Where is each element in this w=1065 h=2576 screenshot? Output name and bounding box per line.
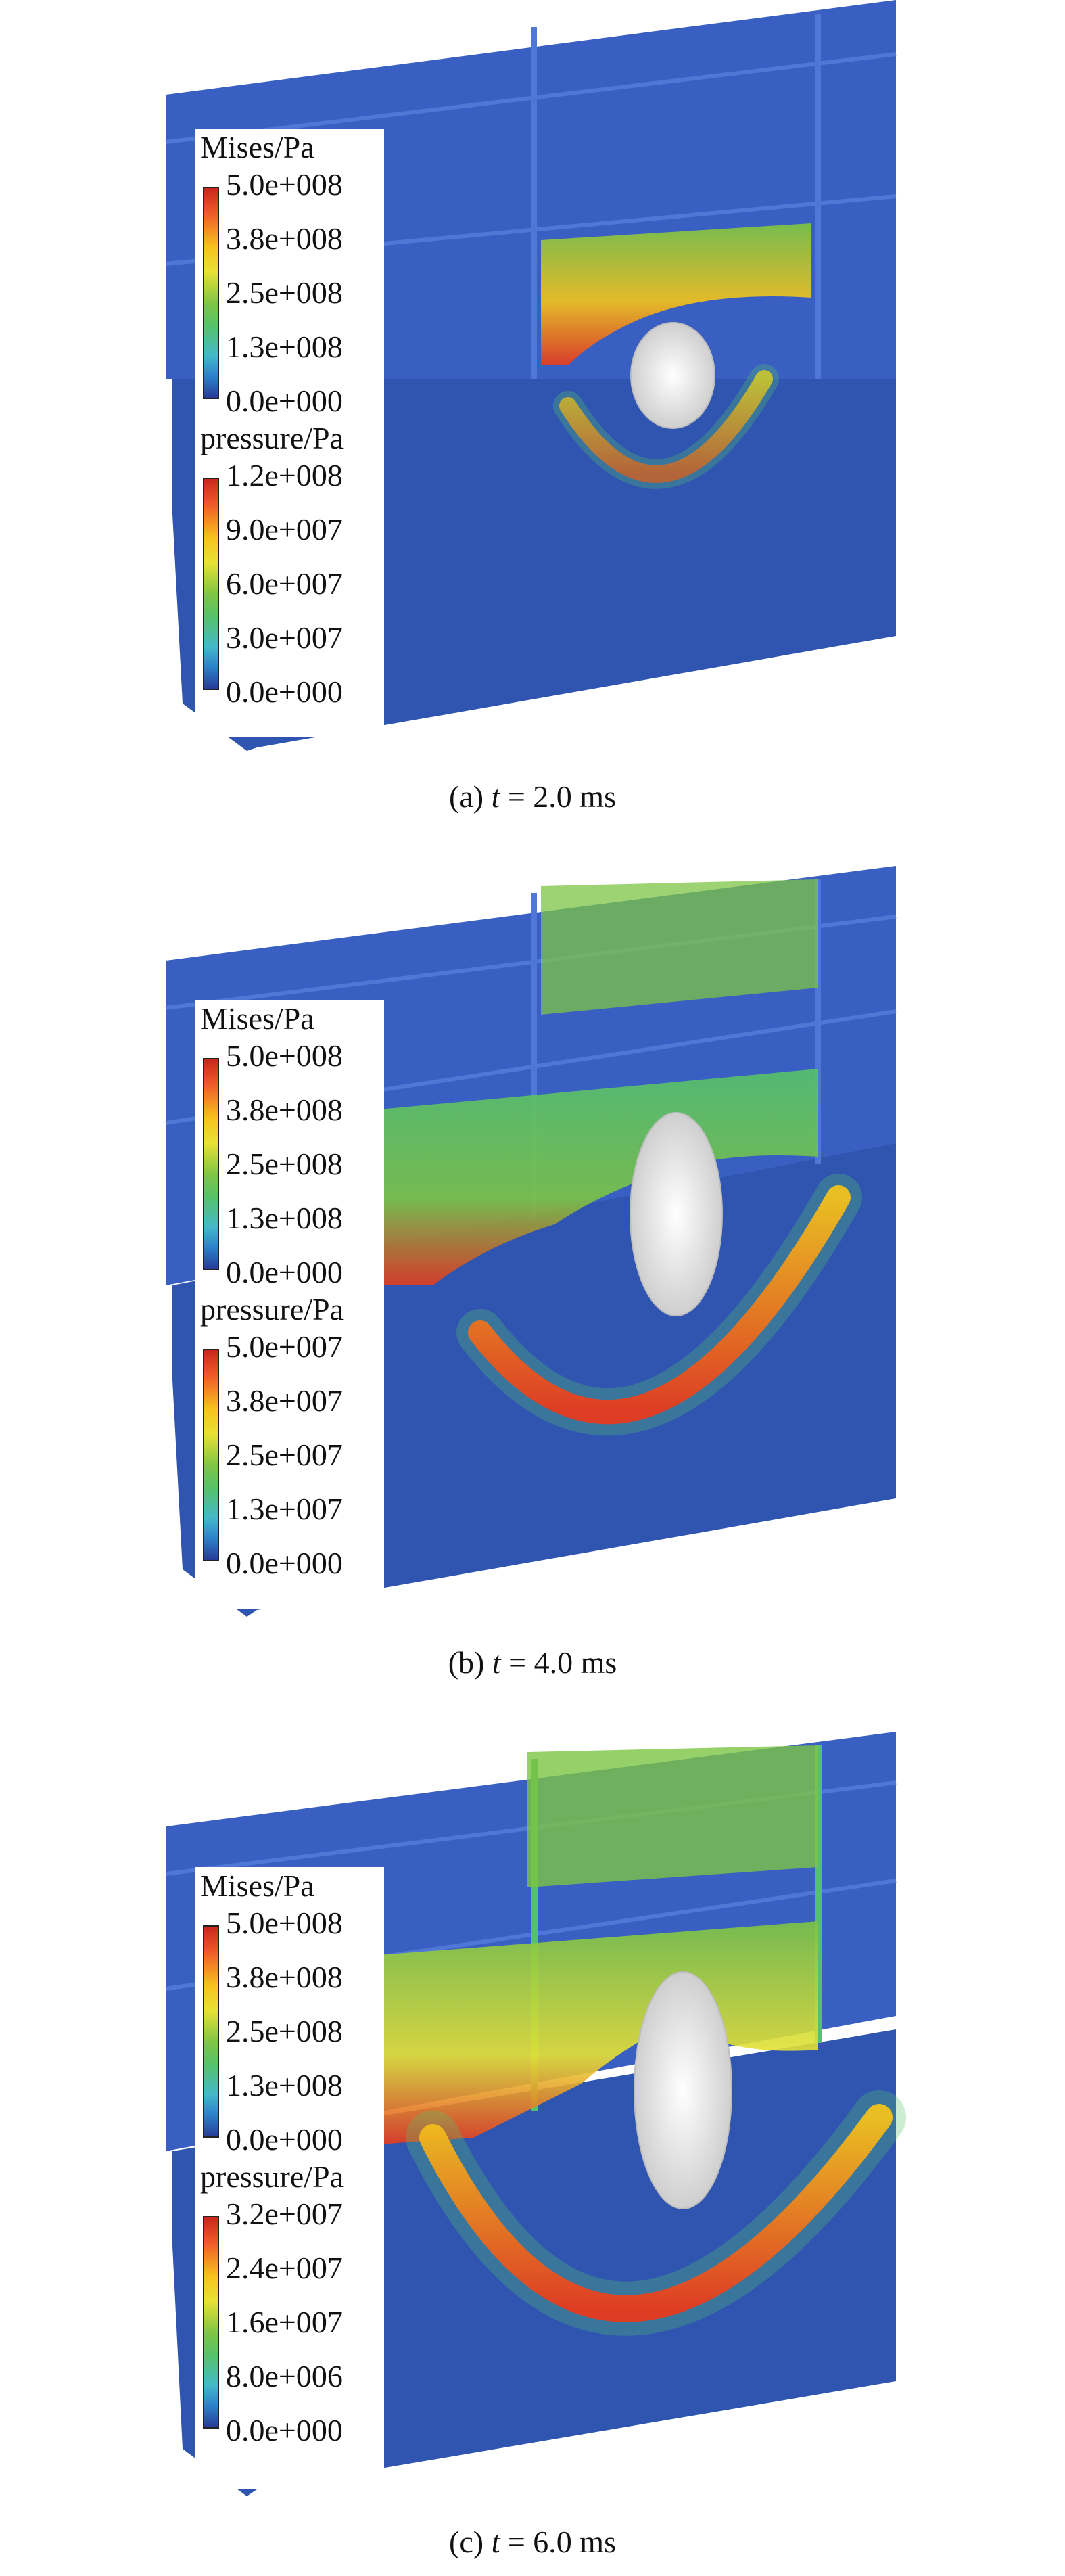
pressure-tick: 1.2e+008	[226, 458, 343, 492]
mises-tick: 2.5e+008	[226, 275, 343, 310]
mises-tick: 3.8e+008	[226, 1092, 343, 1127]
mises-legend-title: Mises/Pa	[200, 1001, 314, 1036]
pressure-tick: 6.0e+007	[226, 566, 343, 601]
mises-colorbar	[203, 187, 219, 399]
mises-tick: 2.5e+008	[226, 1147, 343, 1181]
mises-legend: Mises/Pa 5.0e+008 3.8e+008 2.5e+008 1.3e…	[195, 1000, 384, 1291]
pressure-legend-title: pressure/Pa	[200, 2159, 344, 2194]
pressure-tick: 2.5e+007	[226, 1438, 343, 1472]
caption-time-variable: t	[492, 1645, 501, 1680]
panel-c: Mises/Pa 5.0e+008 3.8e+008 2.5e+008 1.3e…	[0, 1732, 1065, 2576]
pressure-tick: 8.0e+006	[226, 2359, 343, 2393]
simulation-image-b	[165, 866, 897, 1617]
mises-tick: 5.0e+008	[226, 167, 343, 202]
caption-time-value: = 2.0 ms	[500, 779, 616, 814]
mises-tick: 3.8e+008	[226, 1960, 343, 1994]
legend-b: Mises/Pa 5.0e+008 3.8e+008 2.5e+008 1.3e…	[195, 1000, 384, 1609]
mises-legend: Mises/Pa 5.0e+008 3.8e+008 2.5e+008 1.3e…	[195, 129, 384, 419]
mises-tick: 0.0e+000	[226, 2122, 343, 2157]
mises-tick: 1.3e+008	[226, 1201, 343, 1235]
pressure-colorbar	[203, 2216, 219, 2429]
pressure-legend: pressure/Pa 3.2e+007 2.4e+007 1.6e+007 8…	[195, 2158, 384, 2489]
caption-time-value: = 4.0 ms	[500, 1645, 617, 1680]
mises-colorbar	[203, 1925, 219, 2138]
pressure-tick: 9.0e+007	[226, 512, 343, 547]
pressure-tick: 3.2e+007	[226, 2196, 343, 2231]
pressure-legend-title: pressure/Pa	[200, 1292, 344, 1327]
simulation-image-a	[165, 0, 897, 751]
legend-a: Mises/Pa 5.0e+008 3.8e+008 2.5e+008 1.3e…	[195, 129, 384, 737]
caption-label: (b)	[448, 1645, 492, 1680]
caption-label: (c)	[449, 2525, 492, 2559]
pressure-tick: 0.0e+000	[226, 2413, 343, 2447]
panel-b: Mises/Pa 5.0e+008 3.8e+008 2.5e+008 1.3e…	[0, 866, 1065, 1711]
mises-tick: 0.0e+000	[226, 384, 343, 418]
caption-time-value: = 6.0 ms	[500, 2525, 616, 2559]
mises-legend-title: Mises/Pa	[200, 130, 314, 164]
mises-tick: 5.0e+008	[226, 1038, 343, 1073]
legend-c: Mises/Pa 5.0e+008 3.8e+008 2.5e+008 1.3e…	[195, 1867, 384, 2489]
pressure-legend: pressure/Pa 1.2e+008 9.0e+007 6.0e+007 3…	[195, 419, 384, 737]
caption-c: (c) t = 6.0 ms	[0, 2523, 1065, 2561]
mises-legend-title: Mises/Pa	[200, 1868, 314, 1903]
mises-tick: 1.3e+008	[226, 2068, 343, 2102]
pressure-tick: 2.4e+007	[226, 2251, 343, 2285]
pressure-legend-title: pressure/Pa	[200, 421, 344, 455]
pressure-tick: 0.0e+000	[226, 1546, 343, 1580]
pressure-tick: 5.0e+007	[226, 1329, 343, 1364]
pressure-tick: 0.0e+000	[226, 674, 343, 709]
simulation-image-c	[165, 1732, 906, 2496]
caption-time-variable: t	[491, 2525, 500, 2559]
mises-tick: 3.8e+008	[226, 221, 343, 256]
pressure-tick: 3.0e+007	[226, 620, 343, 655]
mises-tick: 2.5e+008	[226, 2014, 343, 2048]
pressure-tick: 3.8e+007	[226, 1383, 343, 1418]
pressure-colorbar	[203, 478, 219, 690]
caption-label: (a)	[449, 779, 492, 814]
caption-b: (b) t = 4.0 ms	[0, 1644, 1065, 1682]
pressure-colorbar	[203, 1349, 219, 1561]
mises-tick: 1.3e+008	[226, 329, 343, 364]
panel-a: Mises/Pa 5.0e+008 3.8e+008 2.5e+008 1.3e…	[0, 0, 1065, 814]
mises-colorbar	[203, 1058, 219, 1270]
caption-time-variable: t	[491, 779, 500, 814]
caption-a: (a) t = 2.0 ms	[0, 778, 1065, 816]
pressure-legend: pressure/Pa 5.0e+007 3.8e+007 2.5e+007 1…	[195, 1291, 384, 1609]
pressure-tick: 1.6e+007	[226, 2305, 343, 2339]
mises-tick: 5.0e+008	[226, 1906, 343, 1940]
pressure-tick: 1.3e+007	[226, 1492, 343, 1526]
mises-tick: 0.0e+000	[226, 1255, 343, 1289]
mises-legend: Mises/Pa 5.0e+008 3.8e+008 2.5e+008 1.3e…	[195, 1867, 384, 2158]
